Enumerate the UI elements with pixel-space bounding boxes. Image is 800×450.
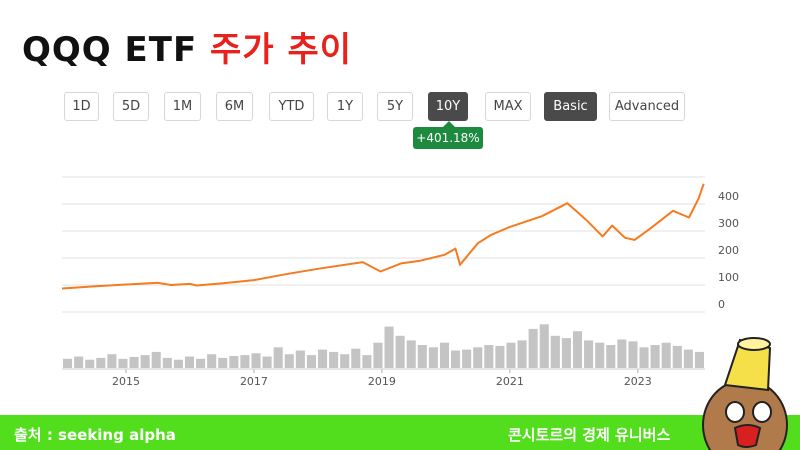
volume-bar (484, 345, 494, 368)
volume-bar (439, 342, 450, 368)
volume-bar (606, 345, 616, 368)
volume-bar (207, 354, 217, 368)
y-tick-label: 400 (718, 190, 739, 203)
volume-bar (506, 342, 516, 368)
volume-bar (584, 340, 594, 368)
volume-bar (240, 355, 250, 368)
volume-bar (329, 351, 339, 368)
volume-bar (140, 355, 150, 368)
volume-bar (262, 356, 272, 368)
volume-bar (196, 358, 206, 368)
volume-bar (528, 328, 538, 368)
title-main: QQQ ETF (22, 30, 198, 70)
x-tick-label: 2021 (496, 375, 524, 388)
range-button[interactable]: 5Y (377, 92, 413, 121)
volume-bar (351, 348, 361, 368)
volume-bar (63, 358, 73, 368)
range-button[interactable]: Advanced (609, 92, 685, 121)
change-badge: +401.18% (413, 127, 483, 149)
range-button[interactable]: Basic (544, 92, 597, 121)
volume-bar (284, 354, 294, 368)
range-button[interactable]: YTD (269, 92, 314, 121)
volume-bar (184, 356, 195, 368)
x-tick-label: 2023 (624, 375, 652, 388)
volume-bar (96, 357, 106, 368)
title: QQQ ETF 주가 추이 (22, 22, 352, 71)
brand: 콘시토르의 경제 유니버스 (508, 426, 671, 444)
volume-bar (473, 347, 483, 368)
volume-bar (572, 331, 583, 368)
volume-bar (650, 345, 660, 368)
volume-bar (428, 347, 438, 368)
volume-bar (617, 339, 627, 368)
volume-bar (384, 326, 394, 368)
volume-bar (495, 345, 505, 368)
volume-bar (107, 354, 117, 368)
x-tick-label: 2019 (368, 375, 396, 388)
volume-bar (628, 341, 638, 368)
y-tick-label: 200 (718, 244, 739, 257)
volume-bar (162, 357, 172, 368)
footer-bar (0, 415, 800, 450)
volume-bar (451, 350, 461, 368)
volume-bar (229, 356, 239, 368)
volume-bar (561, 338, 571, 368)
volume-bar (373, 342, 383, 368)
volume-bar (550, 335, 560, 368)
range-button[interactable]: 10Y (428, 92, 468, 121)
volume-bar (273, 347, 283, 368)
y-tick-label: 300 (718, 217, 739, 230)
volume-bar (683, 349, 693, 368)
x-tick-label: 2017 (240, 375, 268, 388)
volume-bar (462, 349, 472, 368)
volume-bar (317, 349, 328, 368)
volume-bar (251, 353, 261, 368)
volume-bar (129, 356, 139, 368)
volume-bar (295, 350, 305, 368)
y-tick-label: 100 (718, 271, 739, 284)
volume-bar (694, 351, 704, 368)
volume-bar (517, 340, 527, 368)
volume-bar (173, 359, 183, 368)
volume-bar (218, 357, 228, 368)
volume-bar (417, 345, 427, 368)
volume-bar (118, 358, 128, 368)
volume-bar (406, 340, 416, 368)
range-button[interactable]: 1D (64, 92, 99, 121)
volume-bar (74, 356, 84, 368)
range-button[interactable]: 1Y (327, 92, 363, 121)
y-tick-label: 0 (718, 298, 725, 311)
range-button[interactable]: MAX (485, 92, 531, 121)
mascot (702, 337, 788, 450)
volume-bar (362, 355, 372, 368)
range-button[interactable]: 1M (164, 92, 201, 121)
volume-bar (595, 342, 605, 368)
volume-bar (151, 351, 161, 368)
volume-bar (340, 354, 350, 368)
badge-pointer (443, 121, 455, 127)
range-button[interactable]: 5D (113, 92, 149, 121)
volume-bar (85, 359, 95, 368)
price-line (61, 183, 705, 290)
volume-bar (539, 324, 549, 368)
volume-bar (639, 347, 649, 368)
x-tick-label: 2015 (112, 375, 140, 388)
range-button[interactable]: 6M (216, 92, 253, 121)
volume-bar (395, 335, 405, 368)
volume-bar (306, 355, 316, 368)
source: 출처 : seeking alpha (14, 426, 176, 444)
volume-bar (661, 342, 671, 368)
title-accent: 주가 추이 (210, 30, 353, 70)
volume-bar (672, 345, 682, 368)
